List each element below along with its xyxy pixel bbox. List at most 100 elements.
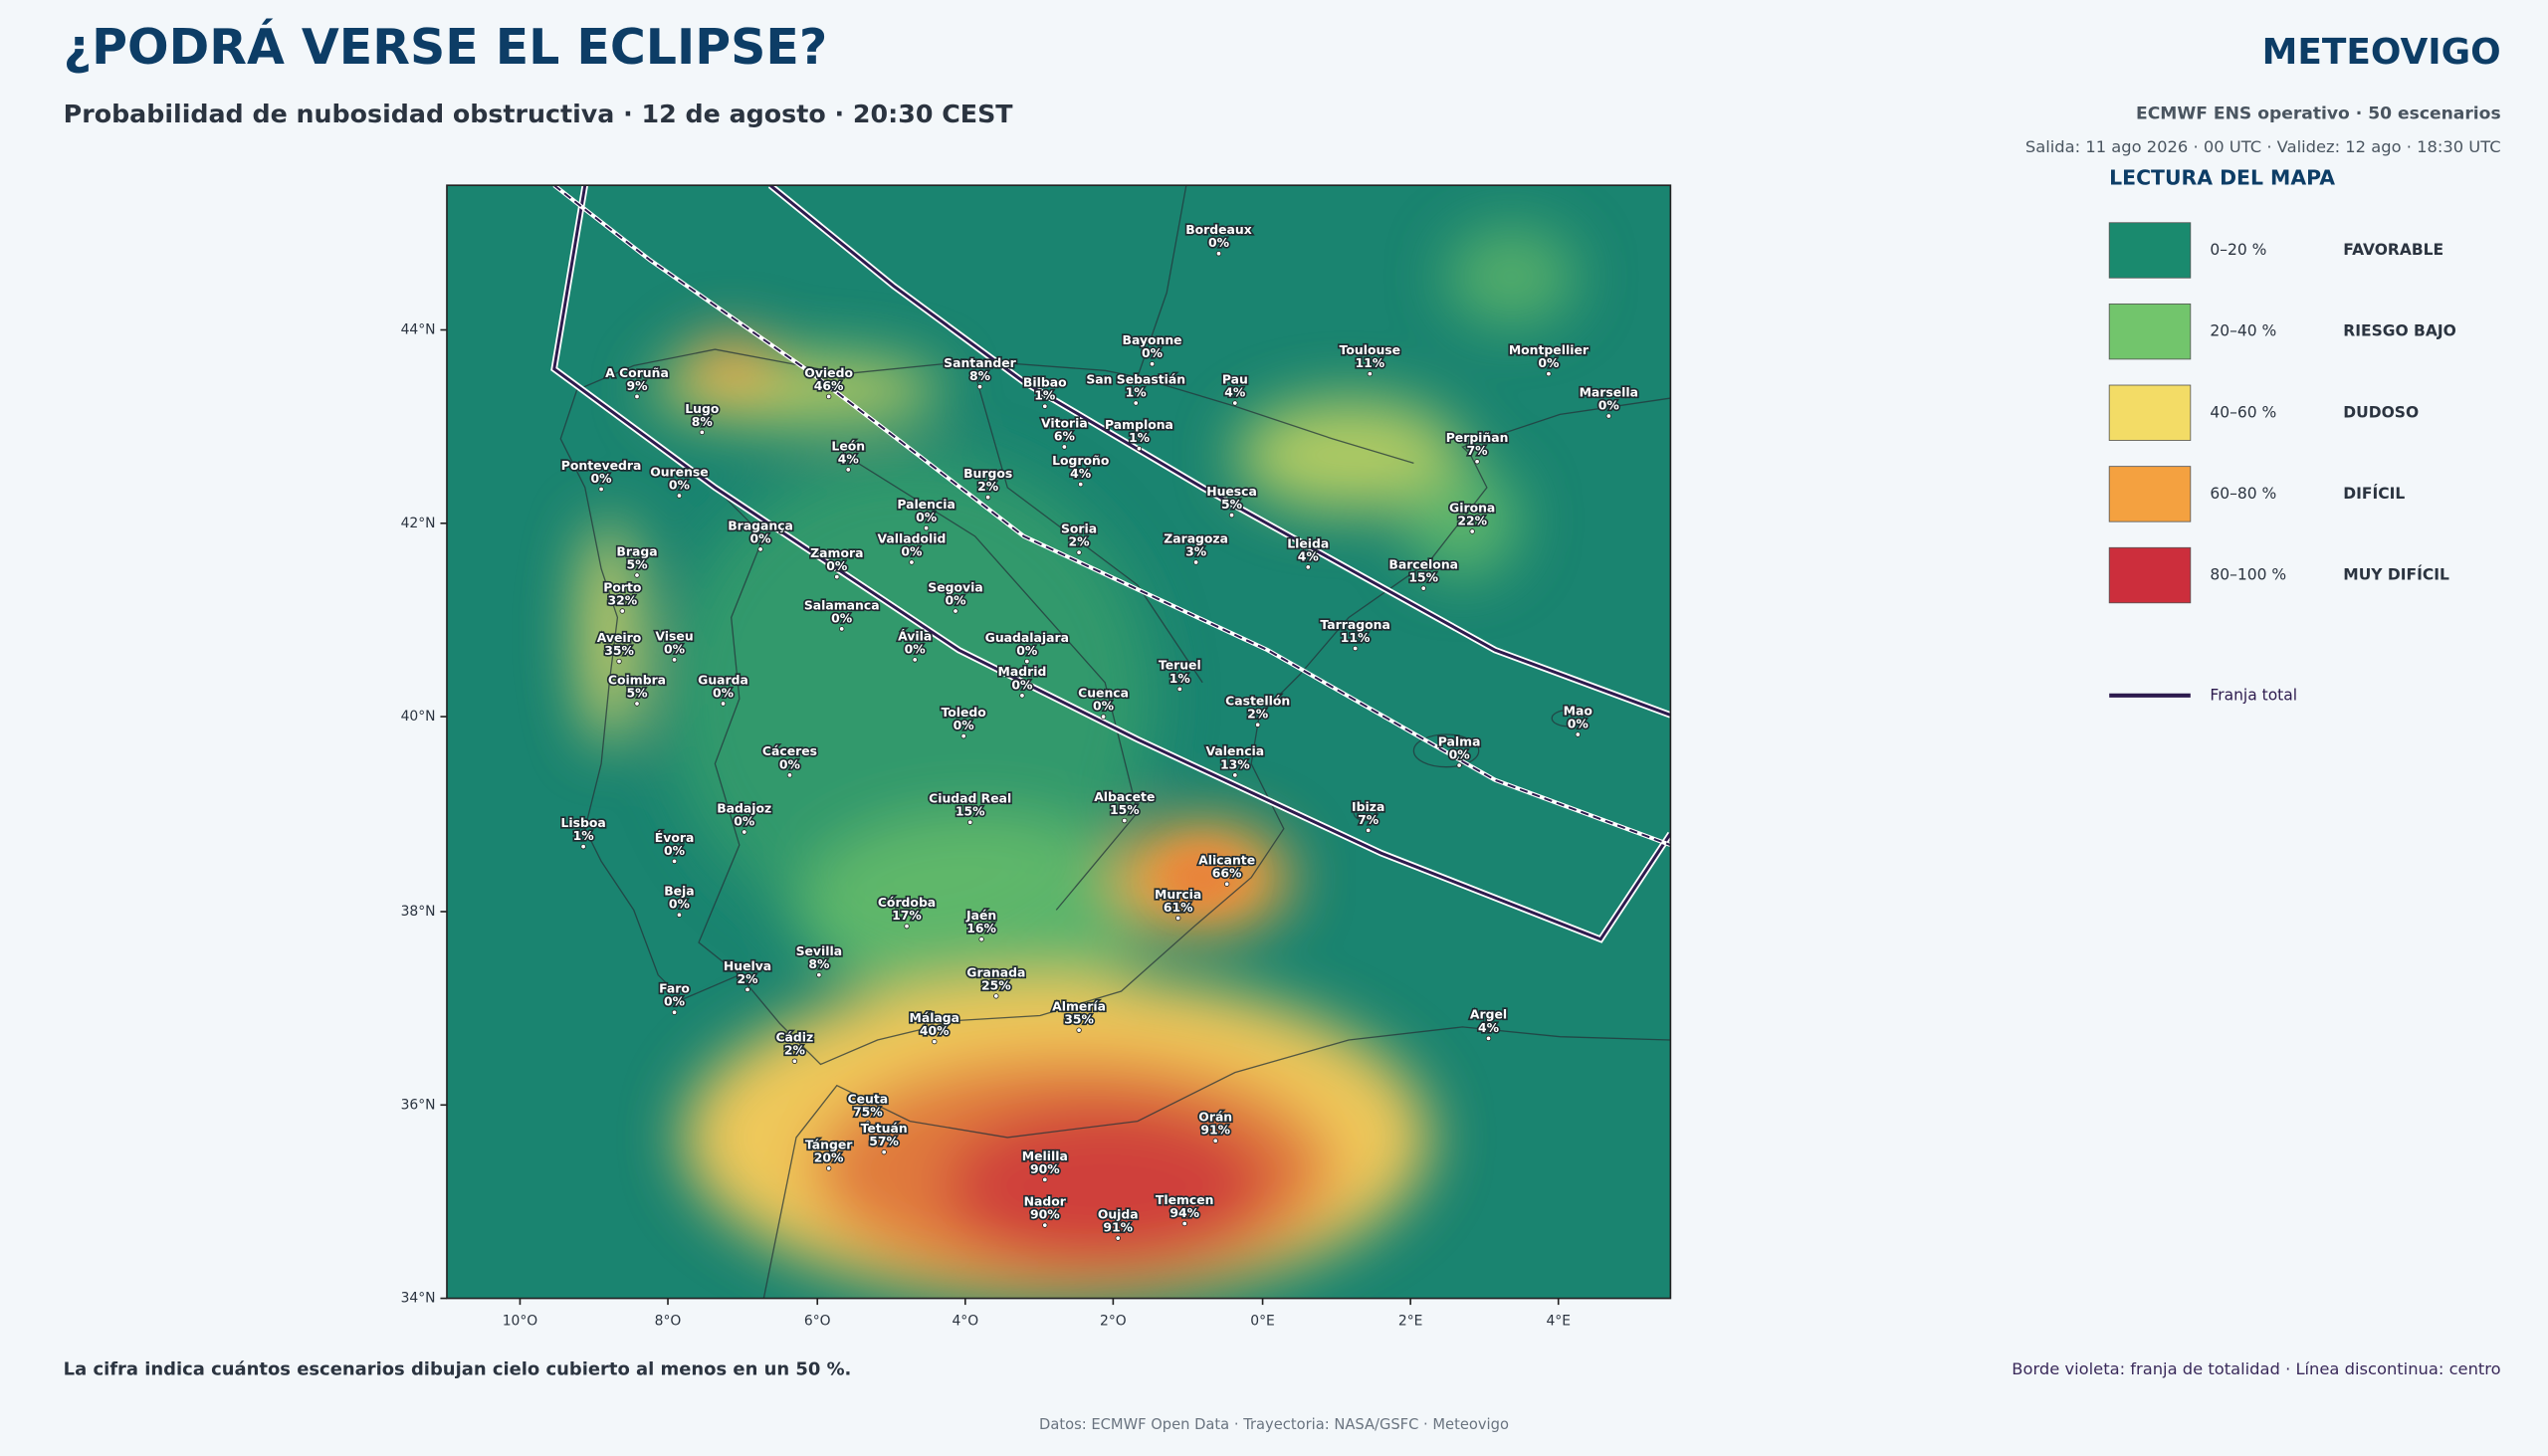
city-dot <box>1605 413 1612 419</box>
city-name: Bayonne <box>1123 332 1182 347</box>
city-dot <box>1024 658 1030 665</box>
city-dot <box>1546 370 1552 377</box>
city-value: 2% <box>1247 707 1269 722</box>
city-value: 0% <box>779 756 801 771</box>
city-dot <box>1136 445 1143 452</box>
city-name: Tánger <box>805 1137 853 1151</box>
legend-swatch <box>2108 546 2192 604</box>
city-value: 0% <box>734 813 755 828</box>
city-dot <box>953 608 958 614</box>
city-name: Mao <box>1564 703 1592 718</box>
city-value: 3% <box>1185 543 1207 558</box>
city-name: Melilla <box>1022 1148 1068 1163</box>
city-dot <box>744 986 750 993</box>
city-value: 6% <box>1054 429 1076 444</box>
city-name: Teruel <box>1159 658 1201 673</box>
city-dot <box>1042 1176 1048 1183</box>
city-name: Córdoba <box>878 895 936 910</box>
city-dot <box>1485 1035 1492 1042</box>
city-name: Cuenca <box>1078 685 1129 700</box>
city-value: 15% <box>956 804 985 819</box>
city-name: Pamplona <box>1105 417 1173 432</box>
y-tick-label: 36°N <box>401 1097 436 1113</box>
city-value: 46% <box>814 378 844 393</box>
city-name: Ciudad Real <box>929 791 1011 806</box>
city-dot <box>1254 722 1261 728</box>
city-name: Toulouse <box>1340 342 1401 357</box>
city-value: 22% <box>1457 513 1487 527</box>
city-dot <box>1305 564 1311 570</box>
city-name: Albacete <box>1094 789 1155 804</box>
city-name: Murcia <box>1155 887 1201 902</box>
city-value: 1% <box>1169 671 1191 686</box>
island <box>1353 803 1378 822</box>
city-dot <box>1228 512 1235 519</box>
city-name: Girona <box>1449 500 1495 515</box>
city-dot <box>791 1058 798 1064</box>
city-value: 0% <box>831 610 853 625</box>
city-dot <box>1232 772 1238 778</box>
city-name: Sevilla <box>796 943 843 958</box>
city-dot <box>1176 686 1182 693</box>
city-dot <box>912 657 918 663</box>
city-dot <box>984 494 991 501</box>
city-name: Tlemcen <box>1156 1192 1214 1207</box>
city-value: 8% <box>692 414 714 429</box>
city-name: Zamora <box>810 545 863 560</box>
city-value: 2% <box>977 479 999 494</box>
city-dot <box>1474 459 1480 465</box>
city-dot <box>671 1009 678 1015</box>
city-name: Almería <box>1052 999 1106 1014</box>
city-name: Guarda <box>698 672 748 687</box>
city-value: 0% <box>750 530 772 545</box>
source: Datos: ECMWF Open Data · Trayectoria: NA… <box>1039 1416 1509 1433</box>
city-dot <box>1456 762 1462 768</box>
city-value: 13% <box>1220 756 1250 771</box>
legend-range: 40–60 % <box>2210 403 2276 421</box>
city-dot <box>1212 1138 1218 1144</box>
city-value: 91% <box>1103 1220 1133 1235</box>
eclipse-band <box>550 185 1671 943</box>
city-name: Palencia <box>897 497 956 512</box>
city-dot <box>1181 1220 1187 1227</box>
legend-title: LECTURA DEL MAPA <box>2109 166 2335 190</box>
city-name: Badajoz <box>717 800 771 815</box>
city-name: Salamanca <box>804 597 880 612</box>
y-tick-label: 44°N <box>401 322 436 338</box>
city-value: 0% <box>916 510 938 524</box>
city-dot <box>978 936 984 942</box>
city-value: 16% <box>966 921 996 936</box>
city-dot <box>616 658 622 665</box>
legend-band-label: Franja total <box>2210 686 2297 704</box>
city-name: Zaragoza <box>1164 530 1228 545</box>
city-value: 4% <box>838 451 860 466</box>
city-dot <box>676 912 683 918</box>
city-value: 11% <box>1341 630 1371 645</box>
x-tick-label: 2°O <box>1100 1313 1127 1329</box>
city-value: 32% <box>607 592 637 607</box>
city-name: León <box>831 438 865 453</box>
city-value: 15% <box>1408 570 1438 585</box>
city-dot <box>976 383 983 390</box>
city-name: Ceuta <box>848 1092 889 1107</box>
city-dot <box>932 1038 938 1045</box>
city-name: Oviedo <box>804 365 853 380</box>
city-name: Santander <box>944 355 1016 370</box>
city-dot <box>1078 481 1084 488</box>
city-name: Faro <box>659 981 690 996</box>
city-value: 0% <box>1568 716 1590 730</box>
city-value: 0% <box>1093 699 1115 714</box>
y-tick-label: 34°N <box>401 1291 436 1307</box>
city-name: Alicante <box>1198 853 1255 868</box>
model-info: ECMWF ENS operativo · 50 escenarios <box>2136 104 2501 123</box>
y-tick-label: 40°N <box>401 709 436 725</box>
borders <box>698 373 1414 976</box>
axis-ticks: 10°O 8°O 6°O 4°O 2°O 0°E 2°E 4°E 44°N 42°N 40°N 38°… <box>401 322 1571 1330</box>
city-dot <box>1019 693 1025 699</box>
city-dot <box>1042 403 1048 409</box>
subtitle: Probabilidad de nubosidad obstructiva · … <box>64 100 1014 128</box>
city-dot <box>699 429 706 436</box>
legend-swatch <box>2108 222 2192 279</box>
city-name: Huesca <box>1206 484 1257 499</box>
